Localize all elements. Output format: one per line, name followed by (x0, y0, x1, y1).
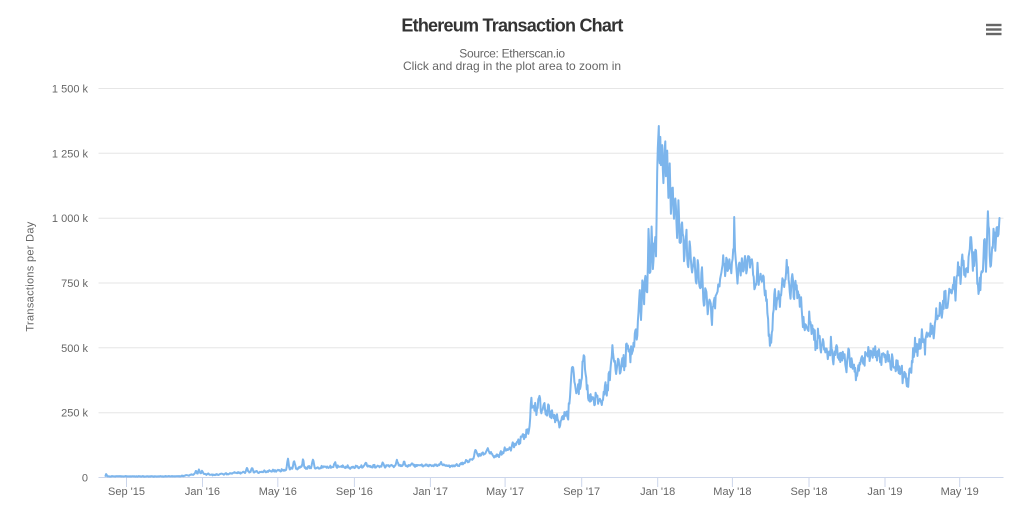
svg-text:0: 0 (82, 473, 88, 485)
svg-text:Jan '16: Jan '16 (185, 486, 220, 498)
svg-text:May '18: May '18 (713, 486, 751, 498)
svg-text:Jan '19: Jan '19 (867, 486, 902, 498)
svg-text:Jan '18: Jan '18 (640, 486, 675, 498)
svg-text:Click and drag in the plot are: Click and drag in the plot area to zoom … (403, 59, 621, 73)
svg-text:Sep '16: Sep '16 (336, 486, 373, 498)
svg-text:750 k: 750 k (61, 278, 88, 290)
svg-text:Jan '17: Jan '17 (413, 486, 448, 498)
svg-text:May '19: May '19 (941, 486, 979, 498)
svg-text:Sep '18: Sep '18 (791, 486, 828, 498)
svg-text:Source: Etherscan.io: Source: Etherscan.io (459, 47, 565, 61)
svg-text:Sep '17: Sep '17 (563, 486, 600, 498)
svg-text:May '17: May '17 (486, 486, 524, 498)
svg-text:Ethereum Transaction Chart: Ethereum Transaction Chart (401, 16, 623, 36)
svg-text:1 500 k: 1 500 k (52, 84, 89, 96)
svg-text:May '16: May '16 (259, 486, 297, 498)
svg-text:1 250 k: 1 250 k (52, 148, 89, 160)
svg-text:1 000 k: 1 000 k (52, 213, 89, 225)
svg-text:Transactions per Day: Transactions per Day (25, 221, 37, 331)
svg-text:250 k: 250 k (61, 408, 88, 420)
svg-text:500 k: 500 k (61, 343, 88, 355)
svg-text:Sep '15: Sep '15 (108, 486, 145, 498)
